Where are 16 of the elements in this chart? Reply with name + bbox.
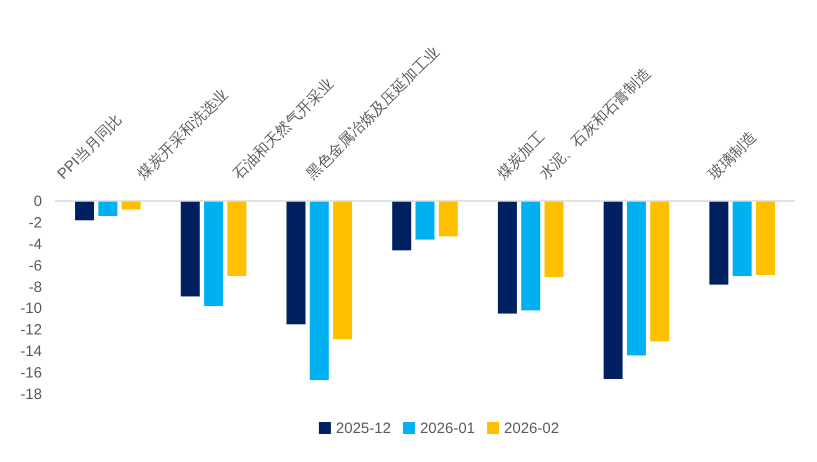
x-tick-label: PPI当月同比 (54, 111, 126, 183)
y-tick-label: -14 (20, 343, 42, 360)
y-tick-label: -12 (20, 322, 42, 339)
legend-label: 2026-01 (420, 420, 476, 437)
y-tick-label: -2 (28, 214, 42, 232)
y-tick-label: 0 (34, 193, 42, 210)
y-tick-label: -10 (20, 300, 42, 318)
y-tick-label: -4 (28, 236, 42, 253)
x-tick-label: 煤炭开采和洗选业 (134, 86, 232, 183)
y-tick-label: -6 (28, 257, 42, 274)
legend-label: 2025-12 (336, 420, 391, 437)
y-tick-label: -18 (20, 386, 42, 403)
y-tick-label: -8 (28, 278, 42, 296)
y-tick-label: -16 (20, 364, 42, 382)
x-tick-label: 玻璃制造 (706, 128, 760, 183)
legend-label: 2026-02 (504, 420, 560, 437)
